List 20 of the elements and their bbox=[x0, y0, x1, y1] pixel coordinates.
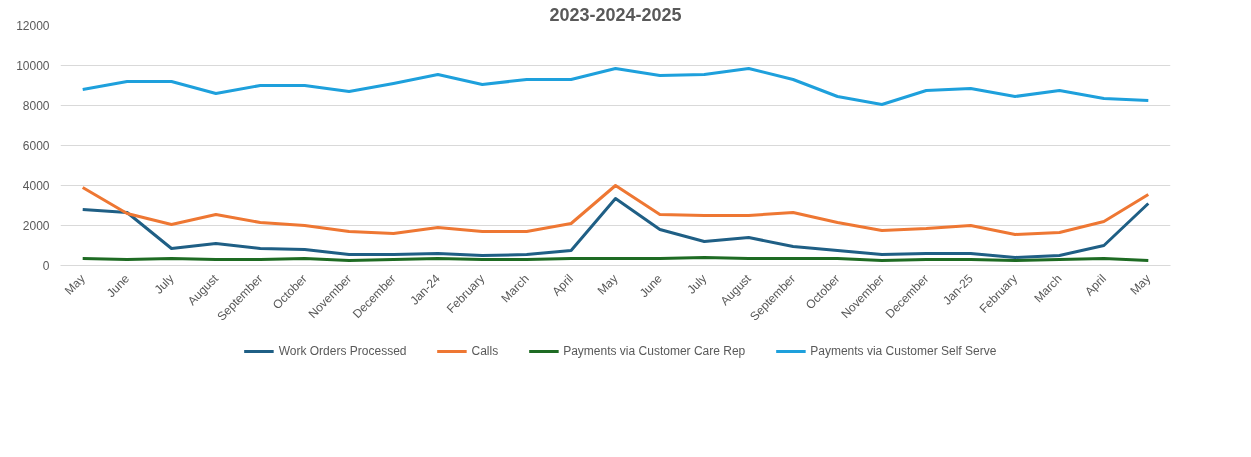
x-tick-label: May bbox=[594, 271, 621, 298]
x-tick-label: May bbox=[1127, 271, 1154, 298]
y-tick-label: 0 bbox=[42, 259, 50, 273]
y-tick-label: 10000 bbox=[16, 59, 50, 73]
line-series bbox=[81, 184, 1150, 236]
y-tick-label: 4000 bbox=[22, 179, 50, 193]
x-tick-label: May bbox=[61, 271, 88, 298]
x-tick-label: July bbox=[151, 271, 177, 297]
line-series bbox=[81, 67, 1150, 106]
legend-label: Payments via Customer Care Rep bbox=[563, 344, 746, 358]
legend-label: Calls bbox=[471, 344, 499, 358]
x-tick-label: July bbox=[684, 271, 710, 297]
legend-label: Work Orders Processed bbox=[278, 344, 407, 358]
chart-title: 2023-2024-2025 bbox=[549, 4, 682, 25]
y-tick-label: 8000 bbox=[22, 99, 50, 113]
line-series bbox=[81, 197, 1150, 259]
y-tick-label: 12000 bbox=[16, 19, 50, 33]
legend-label: Payments via Customer Self Serve bbox=[810, 344, 997, 358]
y-tick-label: 6000 bbox=[22, 139, 50, 153]
y-tick-label: 2000 bbox=[22, 219, 50, 233]
